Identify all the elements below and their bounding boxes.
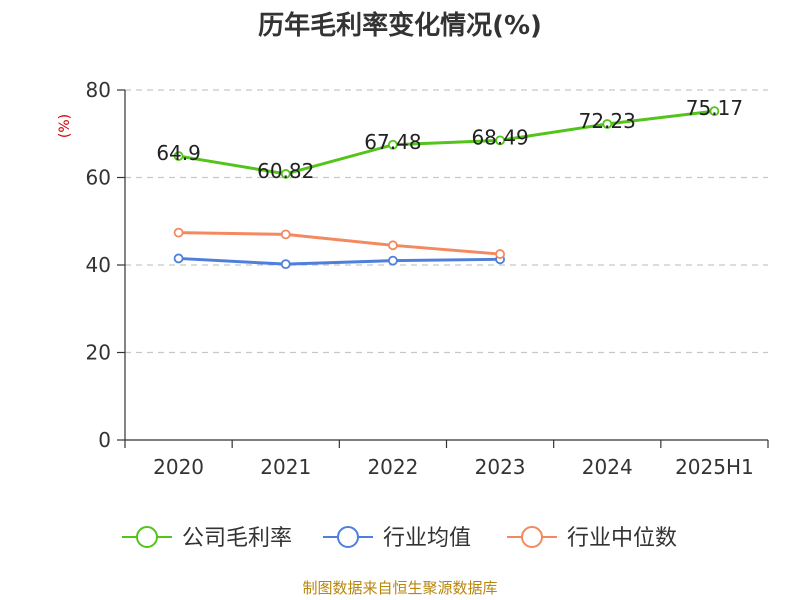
y-tick-label: 0 [98,428,111,452]
data-label: 64.9 [156,141,201,165]
y-tick-label: 40 [86,253,111,277]
data-label: 60.82 [257,159,314,183]
data-label: 72.23 [579,109,636,133]
series-line [177,109,716,176]
data-point [388,240,398,251]
legend-item[interactable]: 行业中位数 [507,526,677,551]
legend[interactable]: 公司毛利率 行业均值 行业中位数 [122,526,677,551]
series-layer [173,106,720,270]
y-unit-label: (%) [57,114,73,138]
legend-label: 行业均值 [383,526,471,551]
y-tick-label: 20 [86,341,111,365]
series-line [177,231,502,256]
y-tick-label: 80 [86,78,111,102]
data-point [173,151,184,161]
data-label: 67.48 [364,130,421,154]
data-point [173,227,184,238]
data-point [495,249,505,259]
data-point [388,255,398,266]
x-tick-label: 2021 [260,455,311,479]
series-line [177,256,502,266]
x-tick-label: 2025H1 [675,455,754,479]
data-point [495,135,505,146]
x-tick-label: 2020 [153,455,204,479]
data-point [709,106,720,117]
data-point [602,119,613,129]
x-tick-label: 2023 [475,455,526,479]
legend-label: 行业中位数 [567,526,677,551]
axes: 0 20 40 60 80 2020 2021 2022 2023 2024 2025H1 [86,78,769,479]
x-tick-label: 2022 [367,455,418,479]
legend-label: 公司毛利率 [182,526,292,551]
gridlines [125,89,768,354]
data-label: 75.17 [686,96,743,120]
data-label: 68.49 [471,125,528,149]
chart-title: 历年毛利率变化情况(%) [258,10,542,41]
legend-item[interactable]: 公司毛利率 [122,526,292,551]
data-point [388,139,398,150]
source-note: 制图数据来自恒生聚源数据库 [302,579,497,597]
data-point [280,169,291,179]
legend-item[interactable]: 行业均值 [323,526,471,551]
x-tick-label: 2024 [582,455,633,479]
y-tick-label: 60 [86,166,111,190]
data-labels: 64.9 60.82 67.48 68.49 72.23 75.17 [156,96,743,183]
legend-swatch-marker [136,526,158,548]
data-point [280,229,291,240]
data-point [173,253,184,264]
legend-swatch-marker [521,526,543,548]
legend-swatch-marker [337,526,359,548]
data-point [280,259,291,270]
